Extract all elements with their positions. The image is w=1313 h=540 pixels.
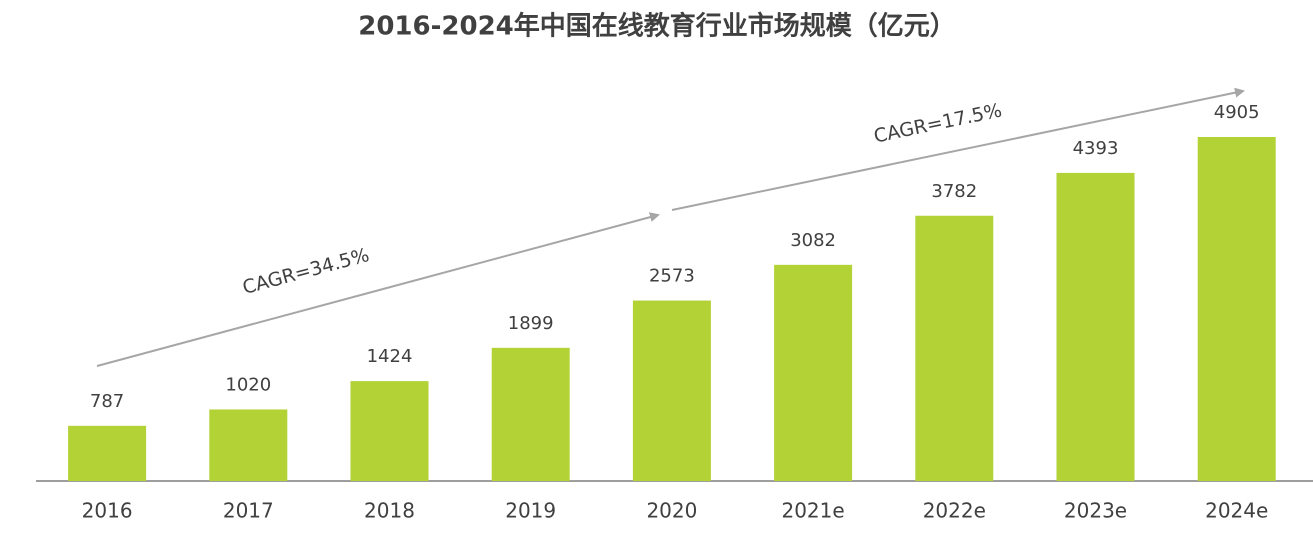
x-tick-label: 2020	[646, 499, 697, 523]
cagr-label: CAGR=34.5%	[240, 244, 371, 299]
bar	[632, 300, 711, 481]
bar	[350, 381, 429, 481]
value-label: 1020	[225, 374, 271, 395]
x-tick-label: 2022e	[923, 499, 986, 523]
value-label: 4905	[1214, 102, 1260, 123]
value-label: 1899	[508, 313, 554, 334]
value-label: 3782	[931, 181, 977, 202]
value-label: 787	[90, 391, 124, 412]
value-label: 2573	[649, 266, 695, 287]
bar	[774, 264, 853, 481]
bar	[491, 347, 570, 481]
bar	[1056, 172, 1135, 482]
bar	[209, 409, 288, 481]
chart-title: 2016-2024年中国在线教育行业市场规模（亿元）	[358, 11, 956, 42]
trend-arrow	[671, 87, 1245, 211]
x-tick-label: 2018	[364, 499, 415, 523]
value-label: 4393	[1073, 138, 1119, 159]
x-tick-label: 2023e	[1064, 499, 1127, 523]
trend-arrow	[96, 212, 660, 367]
cagr-label: CAGR=17.5%	[872, 99, 1004, 147]
x-tick-label: 2024e	[1205, 499, 1268, 523]
bar	[68, 425, 147, 481]
x-tick-label: 2021e	[781, 499, 844, 523]
value-label: 3082	[790, 230, 836, 251]
bar	[1197, 137, 1276, 481]
x-tick-label: 2019	[505, 499, 556, 523]
x-tick-label: 2017	[223, 499, 274, 523]
x-tick-label: 2016	[82, 499, 133, 523]
bar	[915, 215, 994, 481]
value-label: 1424	[367, 346, 413, 367]
